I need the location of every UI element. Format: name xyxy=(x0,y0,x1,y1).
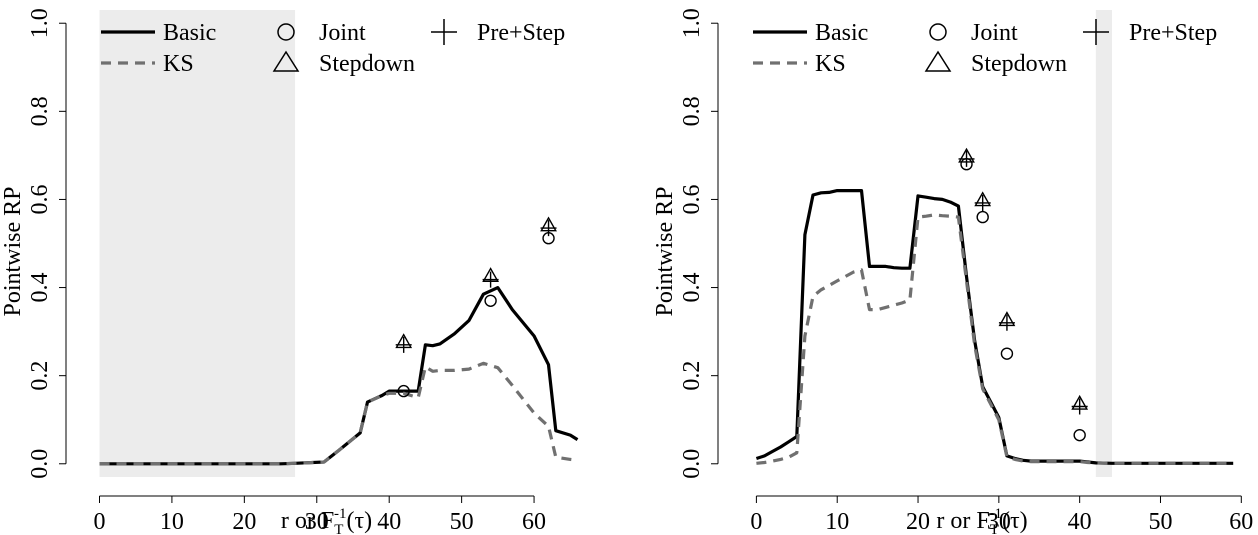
y-axis-label: Pointwise RP xyxy=(652,186,678,316)
shaded-region xyxy=(99,10,296,477)
y-tick-label: 0.0 xyxy=(27,449,53,479)
legend: Basic KS Joint Stepdown Pre+Step xyxy=(101,19,565,77)
y-tick-label: 0.4 xyxy=(27,273,53,303)
legend-label-joint: Joint xyxy=(319,20,366,46)
y-tick-label: 0.2 xyxy=(27,361,53,391)
legend-swatch-prestep xyxy=(1083,19,1109,45)
x-axis-label-sub: T xyxy=(334,522,343,535)
y-tick-label: 0.4 xyxy=(679,273,705,303)
point-prestep xyxy=(958,150,975,167)
x-tick-label: 60 xyxy=(522,509,546,535)
x-tick-label: 0 xyxy=(750,509,762,535)
y-tick-label: 0.2 xyxy=(679,361,705,391)
y-tick-label: 1.0 xyxy=(27,8,53,38)
shaded-region xyxy=(1095,10,1112,477)
point-prestep xyxy=(540,220,557,237)
legend-swatch-stepdown xyxy=(272,50,300,72)
chart-panel-2: 0 10 20 30 40 50 60 0.0 0.2 0.4 0.6 0.8 1.0 r or FT-1… xyxy=(652,8,1253,535)
point-prestep xyxy=(482,271,499,288)
x-axis-label-sub: T xyxy=(990,522,999,535)
x-axis-label-part: r or F xyxy=(936,508,989,534)
chart-panel-1: 0 10 20 30 40 50 60 0.0 0.2 0.4 0.6 0.8 1.0 r or FT-1… xyxy=(0,8,579,535)
x-tick-label: 50 xyxy=(450,509,474,535)
point-prestep xyxy=(998,314,1015,331)
x-axis-label: r or FT-1(τ) xyxy=(281,506,372,535)
legend-label-ks: KS xyxy=(815,51,846,77)
y-tick-label: 1.0 xyxy=(679,8,705,38)
point-joint xyxy=(484,294,497,307)
series-line-ks xyxy=(756,213,1234,465)
x-tick-label: 10 xyxy=(160,509,184,535)
x-tick-label: 30 xyxy=(305,509,329,535)
legend: Basic KS Joint Stepdown Pre+Step xyxy=(753,19,1217,77)
y-tick-label: 0.8 xyxy=(27,96,53,126)
legend-swatch-prestep xyxy=(431,19,457,45)
x-axis-label: r or FT-1(τ) xyxy=(936,506,1027,535)
x-tick-label: 10 xyxy=(825,509,849,535)
series-line-ks xyxy=(99,361,578,466)
legend-label-prestep: Pre+Step xyxy=(477,20,565,46)
x-tick-label: 0 xyxy=(93,509,105,535)
point-joint xyxy=(397,384,410,398)
x-axis-label-sup: -1 xyxy=(334,506,347,522)
point-joint xyxy=(1000,347,1014,360)
y-tick-label: 0.6 xyxy=(679,184,705,214)
legend-label-prestep: Pre+Step xyxy=(1129,20,1217,46)
legend-swatch-joint xyxy=(929,23,947,41)
legend-label-ks: KS xyxy=(163,51,194,77)
x-tick-label: 40 xyxy=(1068,509,1092,535)
x-tick-label: 40 xyxy=(377,509,401,535)
x-tick-label: 30 xyxy=(987,509,1011,535)
y-axis-label: Pointwise RP xyxy=(0,186,26,316)
legend-label-stepdown: Stepdown xyxy=(971,51,1067,77)
x-axis-label-rest: (τ) xyxy=(1002,508,1028,534)
x-tick-label: 50 xyxy=(1148,509,1172,535)
point-prestep xyxy=(974,194,991,211)
x-tick-label: 20 xyxy=(906,509,930,535)
y-tick-label: 0.8 xyxy=(679,96,705,126)
legend-label-basic: Basic xyxy=(815,20,868,46)
x-tick-label: 60 xyxy=(1229,509,1253,535)
point-joint xyxy=(1073,428,1086,442)
legend-swatch-stepdown xyxy=(924,50,952,72)
point-joint xyxy=(976,210,989,224)
y-tick-label: 0.0 xyxy=(679,449,705,479)
x-axis-label-rest: (τ) xyxy=(347,508,373,534)
point-prestep xyxy=(395,336,412,353)
x-axis-label-sup: -1 xyxy=(990,506,1003,522)
legend-label-joint: Joint xyxy=(971,20,1018,46)
legend-label-basic: Basic xyxy=(163,20,216,46)
x-tick-label: 20 xyxy=(232,509,256,535)
point-prestep xyxy=(1071,398,1088,415)
legend-label-stepdown: Stepdown xyxy=(319,51,415,77)
y-tick-label: 0.6 xyxy=(27,184,53,214)
legend-swatch-joint xyxy=(277,23,295,41)
x-axis-label-part: r or F xyxy=(281,508,334,534)
series-line-basic xyxy=(755,189,1234,465)
